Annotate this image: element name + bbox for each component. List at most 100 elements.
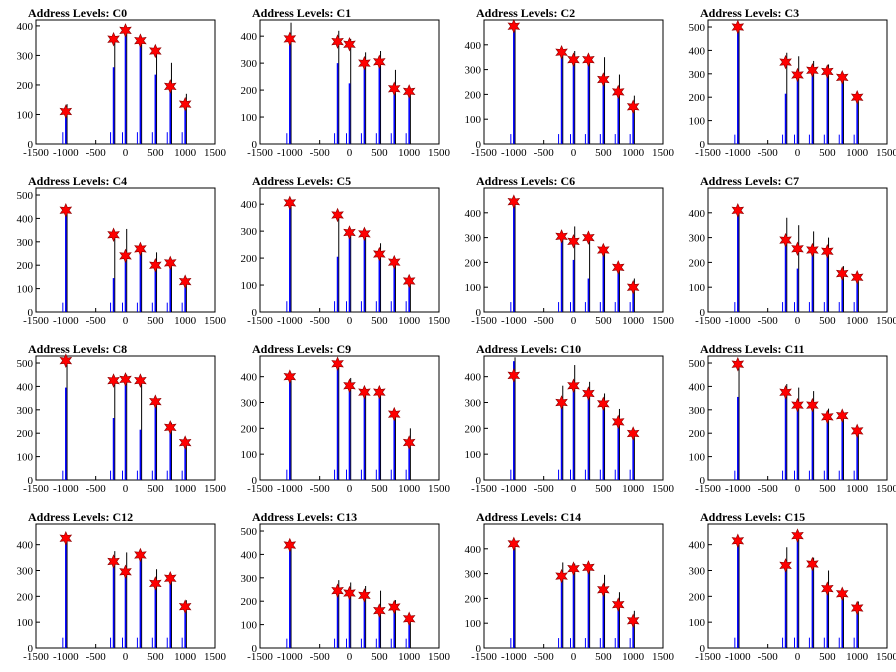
x-tick-label: 1000 [846, 147, 869, 159]
chart-title: Address Levels: C2 [476, 6, 576, 20]
x-tick-label: 1000 [174, 147, 197, 159]
peak-marker [283, 369, 297, 384]
peak-marker [331, 34, 344, 49]
y-tick-label: 200 [241, 423, 258, 435]
x-tick-label: 0 [347, 483, 353, 495]
x-tick-label: -500 [310, 651, 331, 663]
y-tick-label: 0 [252, 643, 258, 655]
x-tick-label: 0 [347, 147, 353, 159]
y-tick-label: 500 [241, 526, 258, 538]
x-tick-label: -500 [310, 315, 331, 327]
x-tick-label: -1000 [501, 315, 527, 327]
peak-marker [358, 588, 371, 603]
chart-panel: Address Levels: C4 0 100 200 300 400 500 -1500-… [0, 168, 227, 336]
x-tick-label: 1500 [652, 483, 675, 495]
peak-marker [119, 372, 132, 387]
peak-marker [850, 423, 864, 439]
x-tick-label: 0 [123, 651, 129, 663]
x-tick-label: 1000 [846, 315, 869, 327]
peak-marker [119, 248, 132, 264]
chart-title: Address Levels: C12 [28, 510, 134, 524]
peak-marker [387, 254, 401, 270]
x-tick-label: 0 [571, 147, 577, 159]
x-tick-label: -1000 [725, 483, 751, 495]
y-tick-label: 400 [241, 31, 258, 43]
x-tick-label: -1000 [277, 147, 303, 159]
x-tick-label: 500 [819, 651, 836, 663]
peak-marker [582, 386, 595, 401]
peak-marker [373, 54, 386, 70]
y-tick-label: 0 [700, 307, 706, 319]
x-tick-label: 1500 [428, 147, 451, 159]
x-tick-label: 0 [347, 315, 353, 327]
x-tick-label: 500 [819, 147, 836, 159]
x-tick-label: -1500 [471, 651, 497, 663]
peak-marker [611, 84, 625, 100]
x-tick-label: 500 [147, 315, 164, 327]
y-tick-label: 500 [689, 22, 706, 34]
peak-marker [59, 530, 73, 546]
y-tick-label: 100 [17, 452, 34, 464]
peak-marker [731, 203, 745, 218]
chart-title: Address Levels: C4 [28, 174, 128, 188]
peak-marker [567, 234, 580, 249]
x-tick-label: 500 [371, 147, 388, 159]
peak-marker [107, 31, 120, 47]
peak-marker [358, 55, 371, 71]
x-tick-label: 500 [147, 147, 164, 159]
chart-plot: 0 100 200 300 400 -1500 -1000 -500 0 500 1000 1500 [241, 355, 451, 495]
y-tick-label: 100 [689, 617, 706, 629]
y-tick-label: 400 [17, 21, 34, 33]
x-tick-label: 1000 [846, 483, 869, 495]
y-tick-label: 100 [17, 109, 34, 121]
x-tick-label: -1000 [53, 147, 79, 159]
peak-marker [507, 194, 521, 209]
y-tick-label: 400 [17, 381, 34, 393]
y-tick-label: 200 [689, 591, 706, 603]
x-tick-label: 500 [819, 483, 836, 495]
y-tick-label: 0 [700, 139, 706, 151]
y-tick-label: 0 [28, 475, 34, 487]
peak-marker [611, 260, 625, 275]
chart-plot: 0 100 200 300 400 -1500 -1000 -500 0 500 1000 1500 [241, 19, 451, 159]
y-tick-label: 400 [241, 549, 258, 561]
chart-panel: Address Levels: C8 0 100 200 300 400 500 -1500-… [0, 336, 227, 504]
y-tick-label: 200 [17, 260, 34, 272]
x-tick-label: -500 [86, 651, 107, 663]
y-tick-label: 200 [689, 428, 706, 440]
peak-marker [163, 255, 177, 271]
chart-plot: 0 100 200 300 400 500 -1500 -1000 -500 0 500 1000 15… [689, 19, 896, 159]
x-tick-label: -500 [310, 483, 331, 495]
x-tick-label: 0 [347, 651, 353, 663]
x-tick-label: -500 [86, 483, 107, 495]
y-tick-label: 100 [241, 112, 258, 124]
y-tick-label: 200 [465, 89, 482, 101]
x-tick-label: -1000 [725, 315, 751, 327]
y-tick-label: 200 [689, 257, 706, 269]
x-tick-label: 1500 [652, 147, 675, 159]
chart-title: Address Levels: C5 [252, 174, 352, 188]
peak-marker [149, 394, 162, 409]
x-tick-label: 0 [123, 147, 129, 159]
peak-marker [626, 99, 640, 115]
y-tick-label: 400 [465, 372, 482, 384]
peak-marker [582, 230, 595, 245]
peak-marker [507, 368, 521, 383]
y-tick-label: 200 [465, 257, 482, 269]
x-tick-label: -500 [534, 147, 555, 159]
x-tick-label: 1000 [398, 315, 421, 327]
peak-marker [567, 52, 580, 67]
x-tick-label: -1000 [501, 483, 527, 495]
chart-title: Address Levels: C9 [252, 342, 352, 356]
x-tick-label: 1500 [876, 315, 896, 327]
x-tick-label: -1500 [23, 483, 49, 495]
peak-marker [779, 384, 792, 400]
y-tick-label: 100 [465, 449, 482, 461]
x-tick-label: 1000 [398, 483, 421, 495]
peak-marker [597, 396, 610, 412]
peak-marker [850, 89, 864, 105]
y-tick-label: 400 [465, 544, 482, 556]
peak-marker [402, 611, 416, 627]
peak-marker [149, 576, 162, 591]
peak-marker [835, 266, 849, 281]
